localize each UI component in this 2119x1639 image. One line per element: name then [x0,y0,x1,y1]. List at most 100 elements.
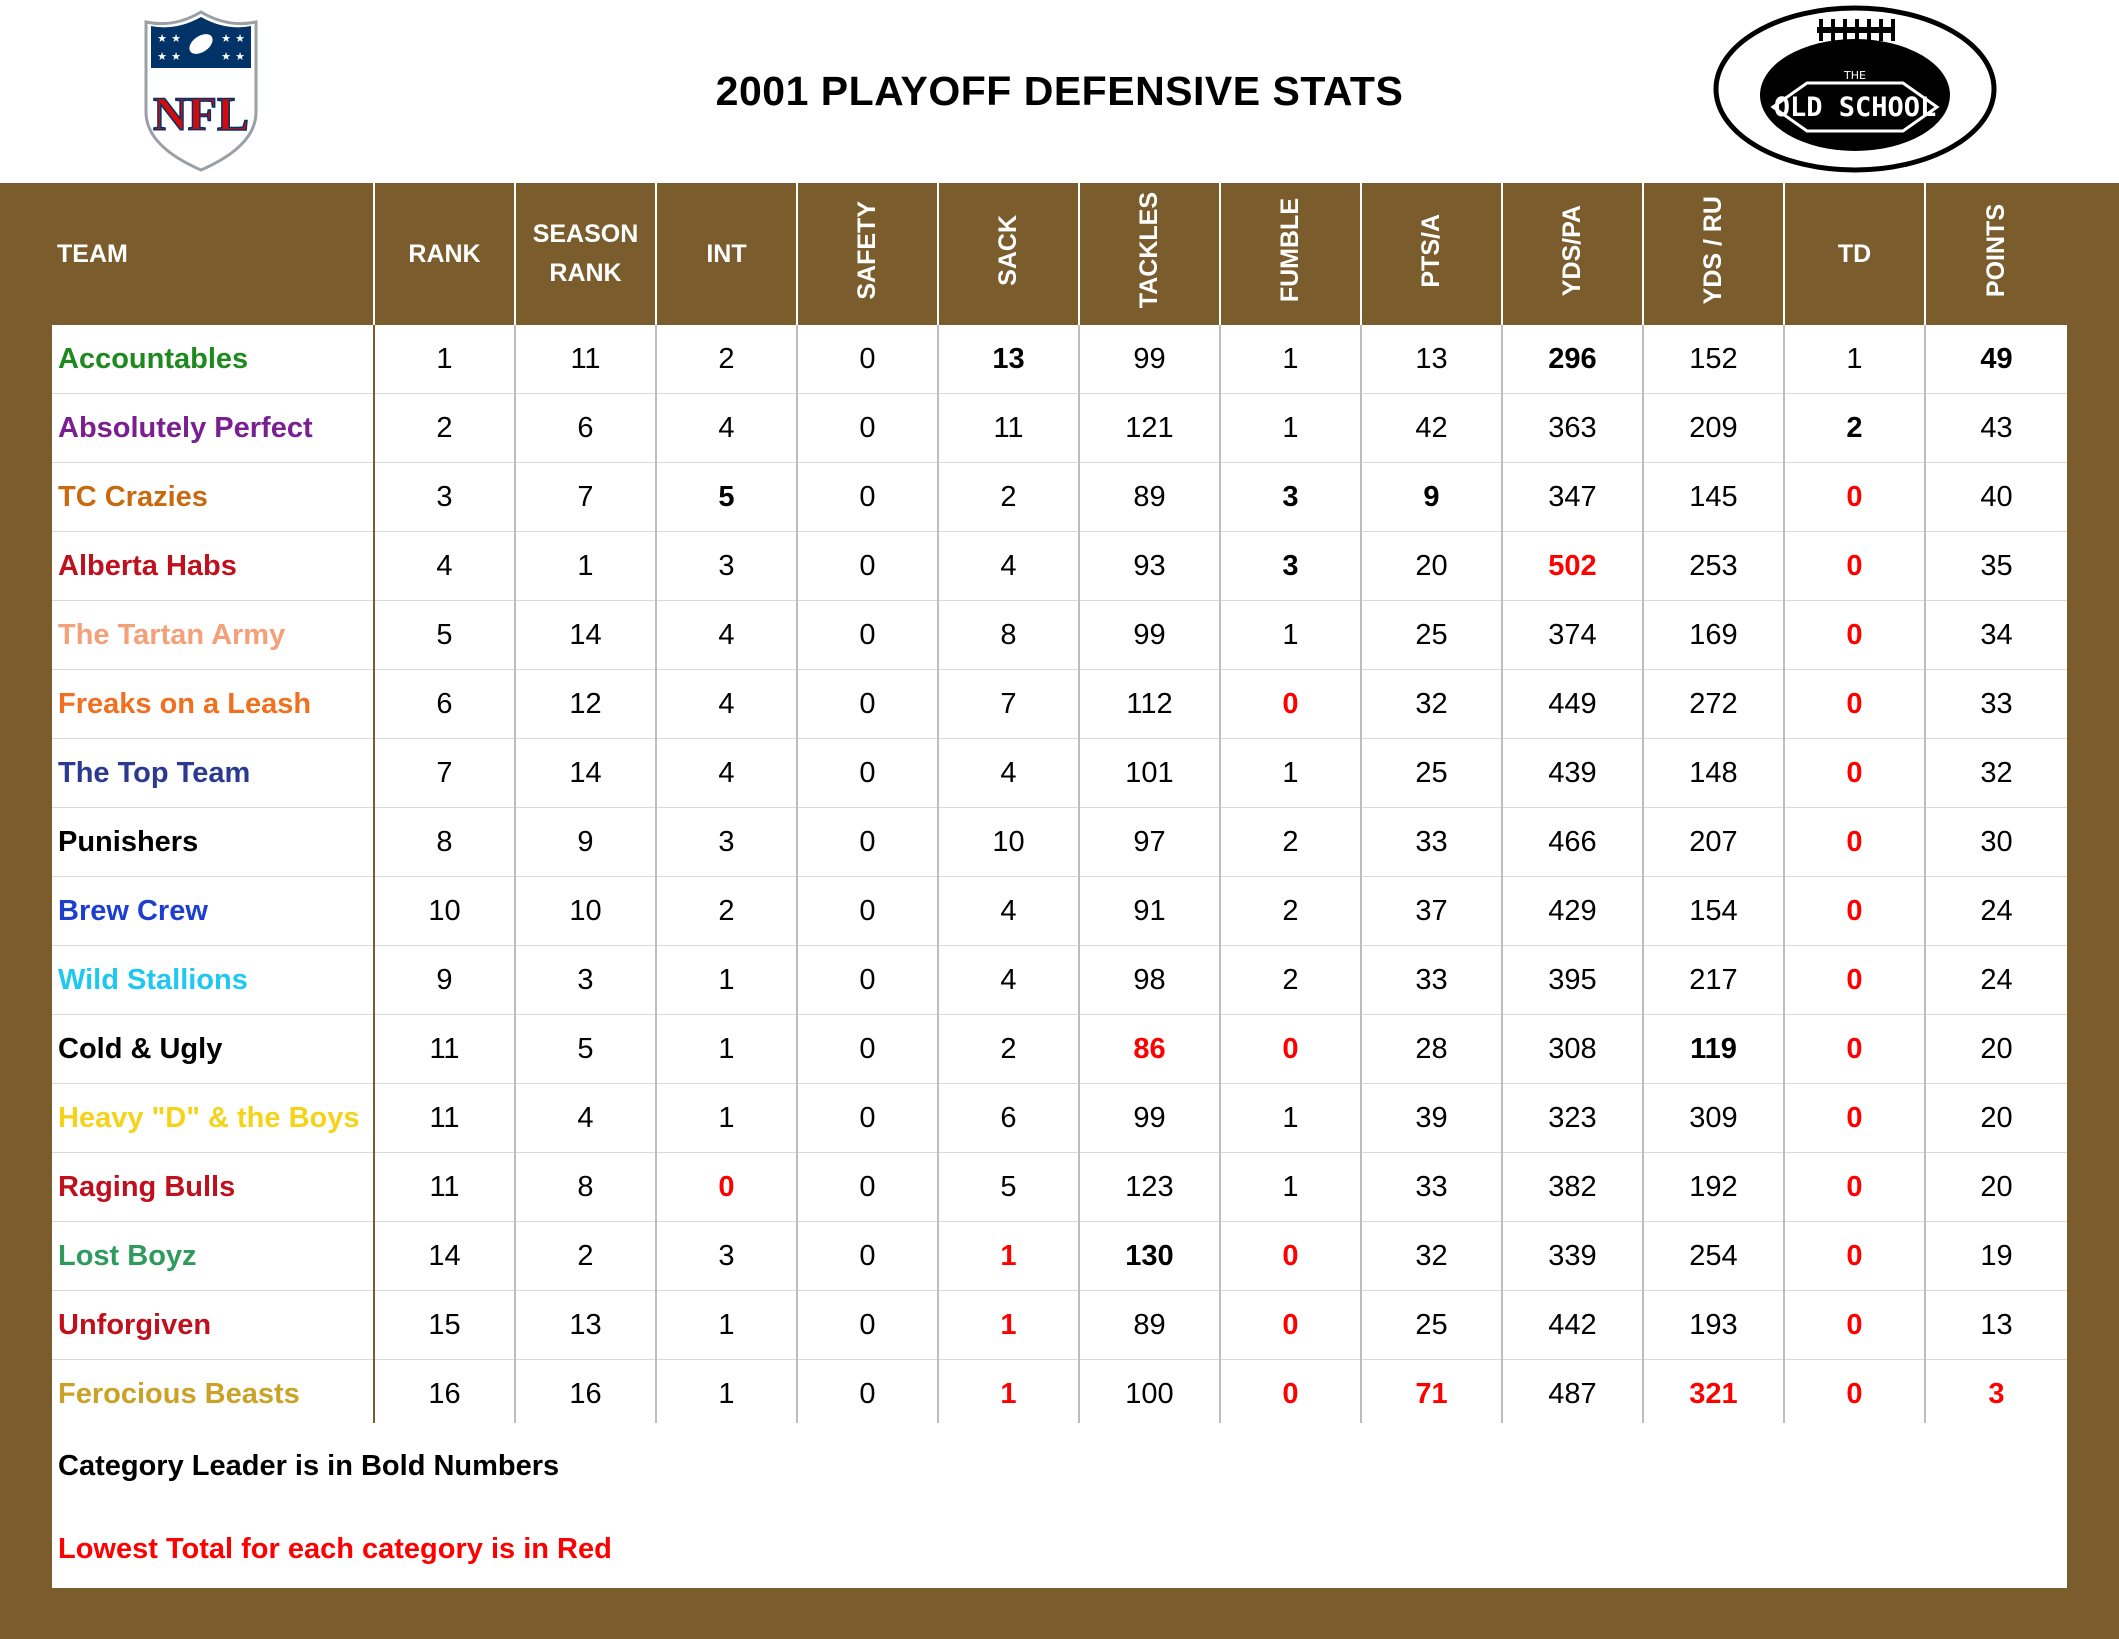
column-header-yds-ru: YDS / RU [1643,183,1785,325]
stat-cell-season-rank: 7 [515,462,657,532]
stat-cell-yds-pa: 374 [1502,600,1644,670]
stat-cell-safety: 0 [797,1014,939,1084]
stat-cell-int: 2 [656,876,798,946]
stat-cell-sack: 1 [938,1221,1080,1291]
svg-text:★: ★ [235,50,245,63]
table-row: Alberta Habs 4 1 3 0 4 93 3 20 502 253 0 35 [52,531,2067,601]
stat-cell-yds-ru: 217 [1643,945,1785,1015]
svg-text:★: ★ [157,32,167,45]
table-row: Cold & Ugly 11 5 1 0 2 86 0 28 308 119 0 20 [52,1014,2067,1084]
stat-cell-safety: 0 [797,1152,939,1222]
table-row: Lost Boyz 14 2 3 0 1 130 0 32 339 254 0 19 [52,1221,2067,1291]
legend-notes: Category Leader is in Bold Numbers Lowes… [52,1423,2067,1588]
stat-cell-td: 0 [1784,1152,1926,1222]
column-header-yds-pa: YDS/PA [1502,183,1644,325]
stat-cell-season-rank: 9 [515,807,657,877]
table-row: Freaks on a Leash 6 12 4 0 7 112 0 32 449 272 0 33 [52,669,2067,739]
stat-cell-rank: 11 [374,1083,516,1153]
stat-cell-safety: 0 [797,1359,939,1428]
stat-cell-rank: 9 [374,945,516,1015]
column-header-pts-a: PTS/A [1361,183,1503,325]
stat-cell-pts-a: 37 [1361,876,1503,946]
stat-cell-int: 1 [656,1290,798,1360]
stat-cell-int: 5 [656,462,798,532]
stat-cell-season-rank: 14 [515,738,657,808]
column-header-tackles: TACKLES [1079,183,1221,325]
stat-cell-td: 0 [1784,1290,1926,1360]
defensive-stats-table: TEAM RANK SEASON RANK INT SAFETY SACK TA… [52,183,2067,1428]
stat-cell-sack: 11 [938,393,1080,463]
stat-cell-fumble: 1 [1220,738,1362,808]
stat-cell-yds-ru: 209 [1643,393,1785,463]
stat-cell-rank: 2 [374,393,516,463]
stat-cell-pts-a: 71 [1361,1359,1503,1428]
column-header-points-label: POINTS [1982,203,2010,298]
stat-cell-rank: 7 [374,738,516,808]
stat-cell-safety: 0 [797,1221,939,1291]
stat-cell-rank: 5 [374,600,516,670]
svg-text:OLD SCHOOL: OLD SCHOOL [1774,92,1937,123]
column-header-td: TD [1784,183,1926,325]
column-header-int: INT [656,183,798,325]
table-row: Accountables 1 11 2 0 13 99 1 13 296 152 1 49 [52,325,2067,394]
team-name-cell: Freaks on a Leash [52,669,375,739]
stat-cell-td: 0 [1784,1359,1926,1428]
note-category-leader: Category Leader is in Bold Numbers [58,1450,560,1482]
stat-cell-pts-a: 25 [1361,738,1503,808]
stat-cell-season-rank: 13 [515,1290,657,1360]
stat-cell-points: 19 [1925,1221,2067,1291]
column-header-season-rank: SEASON RANK [515,183,657,325]
stat-cell-yds-pa: 487 [1502,1359,1644,1428]
stat-cell-season-rank: 4 [515,1083,657,1153]
stat-cell-tackles: 121 [1079,393,1221,463]
team-name-cell: The Top Team [52,738,375,808]
stat-cell-tackles: 101 [1079,738,1221,808]
team-name-cell: Raging Bulls [52,1152,375,1222]
stat-cell-season-rank: 6 [515,393,657,463]
stat-cell-safety: 0 [797,669,939,739]
stat-cell-tackles: 91 [1079,876,1221,946]
stat-cell-fumble: 2 [1220,945,1362,1015]
stat-cell-fumble: 1 [1220,325,1362,394]
team-name-cell: Wild Stallions [52,945,375,1015]
stat-cell-yds-pa: 466 [1502,807,1644,877]
stat-cell-int: 1 [656,1359,798,1428]
stat-cell-yds-ru: 321 [1643,1359,1785,1428]
stat-cell-int: 1 [656,1014,798,1084]
table-row: Wild Stallions 9 3 1 0 4 98 2 33 395 217 0 24 [52,945,2067,1015]
stat-cell-points: 24 [1925,945,2067,1015]
stat-cell-safety: 0 [797,325,939,394]
stat-cell-tackles: 86 [1079,1014,1221,1084]
stats-table-wrap: TEAM RANK SEASON RANK INT SAFETY SACK TA… [52,183,2067,1428]
stat-cell-int: 4 [656,393,798,463]
svg-text:★: ★ [157,50,167,63]
stat-cell-fumble: 0 [1220,669,1362,739]
stat-cell-sack: 1 [938,1359,1080,1428]
stat-cell-int: 3 [656,1221,798,1291]
column-header-tackles-label: TACKLES [1135,192,1163,309]
stat-cell-pts-a: 32 [1361,1221,1503,1291]
stat-cell-td: 0 [1784,1083,1926,1153]
stat-cell-tackles: 123 [1079,1152,1221,1222]
stat-cell-pts-a: 33 [1361,1152,1503,1222]
stat-cell-td: 0 [1784,807,1926,877]
stat-cell-tackles: 130 [1079,1221,1221,1291]
stat-cell-pts-a: 33 [1361,807,1503,877]
stat-cell-points: 20 [1925,1152,2067,1222]
stat-cell-tackles: 99 [1079,325,1221,394]
stat-cell-fumble: 0 [1220,1221,1362,1291]
table-row: Ferocious Beasts 16 16 1 0 1 100 0 71 487 321 0 3 [52,1359,2067,1428]
stat-cell-yds-pa: 323 [1502,1083,1644,1153]
stat-cell-yds-pa: 502 [1502,531,1644,601]
stat-cell-sack: 4 [938,945,1080,1015]
stat-cell-safety: 0 [797,462,939,532]
column-header-safety: SAFETY [797,183,939,325]
stat-cell-safety: 0 [797,600,939,670]
stat-cell-pts-a: 42 [1361,393,1503,463]
table-row: Absolutely Perfect 2 6 4 0 11 121 1 42 363 209 2 43 [52,393,2067,463]
svg-text:NFL: NFL [153,88,249,141]
svg-text:★: ★ [221,32,231,45]
stat-cell-pts-a: 39 [1361,1083,1503,1153]
stat-cell-fumble: 1 [1220,393,1362,463]
team-name-cell: Ferocious Beasts [52,1359,375,1428]
